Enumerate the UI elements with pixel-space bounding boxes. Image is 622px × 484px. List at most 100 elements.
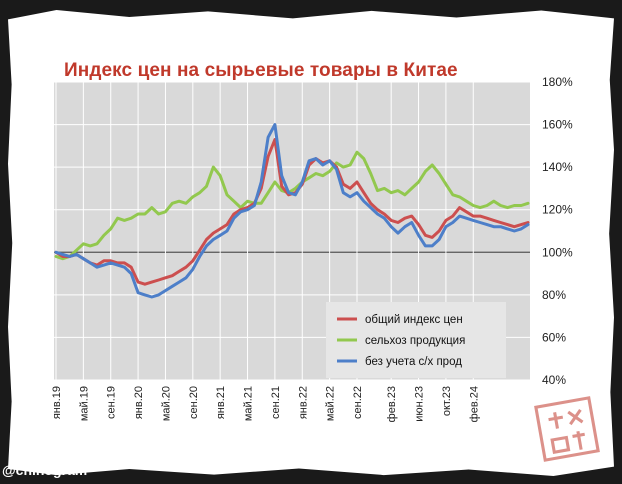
data-point-agri xyxy=(308,176,311,179)
data-point-agri xyxy=(116,217,119,220)
data-point-overall xyxy=(417,223,420,226)
x-tick-label: фев.23 xyxy=(386,386,398,422)
data-point-overall xyxy=(438,230,440,232)
y-tick-label: 140% xyxy=(542,160,573,174)
data-point-agri xyxy=(349,164,352,166)
seal-stamp-icon xyxy=(534,396,600,462)
chart-title: Индекс цен на сырьевые товары в Китае xyxy=(64,60,458,81)
data-point-agri xyxy=(383,187,386,190)
data-point-exagri xyxy=(335,168,338,171)
data-point-exagri xyxy=(479,221,482,224)
x-tick-label: фев.24 xyxy=(468,386,480,422)
data-point-agri xyxy=(492,200,495,203)
legend-label: без учета с/х прод xyxy=(365,356,462,368)
data-point-agri xyxy=(198,191,201,194)
data-point-overall xyxy=(492,219,495,222)
data-point-agri xyxy=(130,217,133,220)
data-point-exagri xyxy=(212,238,215,241)
data-point-agri xyxy=(417,181,420,183)
data-point-overall xyxy=(383,213,386,215)
x-tick-label: июн.23 xyxy=(414,386,426,422)
data-point-agri xyxy=(397,189,399,192)
x-tick-label: янв.19 xyxy=(51,386,63,419)
data-point-exagri xyxy=(294,193,297,196)
data-point-agri xyxy=(403,193,406,196)
data-point-exagri xyxy=(150,296,153,298)
data-point-overall xyxy=(267,155,269,158)
data-point-overall xyxy=(226,223,228,226)
data-point-exagri xyxy=(362,200,365,203)
data-point-agri xyxy=(137,213,139,215)
data-point-agri xyxy=(109,227,112,230)
data-point-exagri xyxy=(178,281,181,283)
data-point-exagri xyxy=(280,174,283,177)
data-point-exagri xyxy=(273,123,276,126)
y-tick-label: 100% xyxy=(542,245,573,259)
data-point-overall xyxy=(527,221,529,224)
data-point-exagri xyxy=(465,217,468,220)
data-point-overall xyxy=(458,206,461,209)
data-point-agri xyxy=(246,200,249,203)
y-tick-label: 60% xyxy=(542,330,566,344)
x-tick-label: сен.22 xyxy=(352,386,364,419)
legend-label: сельхоз продукция xyxy=(365,335,465,347)
data-point-overall xyxy=(150,281,153,283)
data-point-exagri xyxy=(486,223,488,226)
data-point-exagri xyxy=(376,213,379,215)
data-point-agri xyxy=(273,181,276,183)
data-point-agri xyxy=(260,202,263,205)
data-point-overall xyxy=(219,227,222,230)
x-tick-label: окт.23 xyxy=(441,386,453,416)
data-point-exagri xyxy=(82,257,85,260)
data-point-overall xyxy=(390,219,393,222)
data-point-overall xyxy=(212,232,215,235)
data-point-overall xyxy=(185,266,187,269)
data-point-overall xyxy=(157,279,160,281)
y-tick-label: 180% xyxy=(542,75,573,89)
data-point-agri xyxy=(219,174,222,177)
data-point-agri xyxy=(280,189,283,192)
data-point-agri xyxy=(410,187,413,190)
data-point-exagri xyxy=(431,245,434,247)
data-point-overall xyxy=(342,183,345,186)
data-point-overall xyxy=(499,221,502,224)
data-point-exagri xyxy=(171,285,174,288)
data-point-overall xyxy=(410,215,413,218)
data-point-exagri xyxy=(315,157,317,160)
x-tick-label: май.21 xyxy=(243,386,255,421)
data-point-overall xyxy=(465,210,468,213)
data-point-overall xyxy=(144,283,146,286)
data-point-agri xyxy=(465,200,468,203)
data-point-exagri xyxy=(226,230,228,232)
data-point-agri xyxy=(520,204,523,207)
data-point-agri xyxy=(178,200,181,203)
data-point-overall xyxy=(178,270,181,273)
data-point-exagri xyxy=(527,223,529,226)
data-point-overall xyxy=(232,213,235,215)
data-point-agri xyxy=(205,185,208,188)
data-point-agri xyxy=(150,206,153,209)
x-tick-label: сен.20 xyxy=(188,386,200,419)
data-point-agri xyxy=(61,257,64,260)
data-point-exagri xyxy=(137,291,139,294)
data-point-agri xyxy=(376,189,379,192)
data-point-agri xyxy=(335,161,338,164)
data-point-exagri xyxy=(492,225,495,228)
data-point-agri xyxy=(144,213,146,215)
data-point-exagri xyxy=(205,245,208,247)
data-point-agri xyxy=(451,193,454,196)
data-point-overall xyxy=(356,181,358,183)
data-point-overall xyxy=(486,217,488,220)
data-point-exagri xyxy=(157,293,160,296)
data-point-agri xyxy=(506,206,509,209)
data-point-exagri xyxy=(232,217,235,220)
series-line-exagri xyxy=(54,123,530,299)
data-point-exagri xyxy=(287,191,290,194)
data-point-agri xyxy=(438,172,440,175)
data-point-agri xyxy=(185,202,187,205)
y-tick-label: 40% xyxy=(542,373,566,387)
data-point-overall xyxy=(349,187,352,190)
data-point-agri xyxy=(123,219,126,222)
data-point-exagri xyxy=(116,264,119,266)
data-point-agri xyxy=(513,204,516,207)
